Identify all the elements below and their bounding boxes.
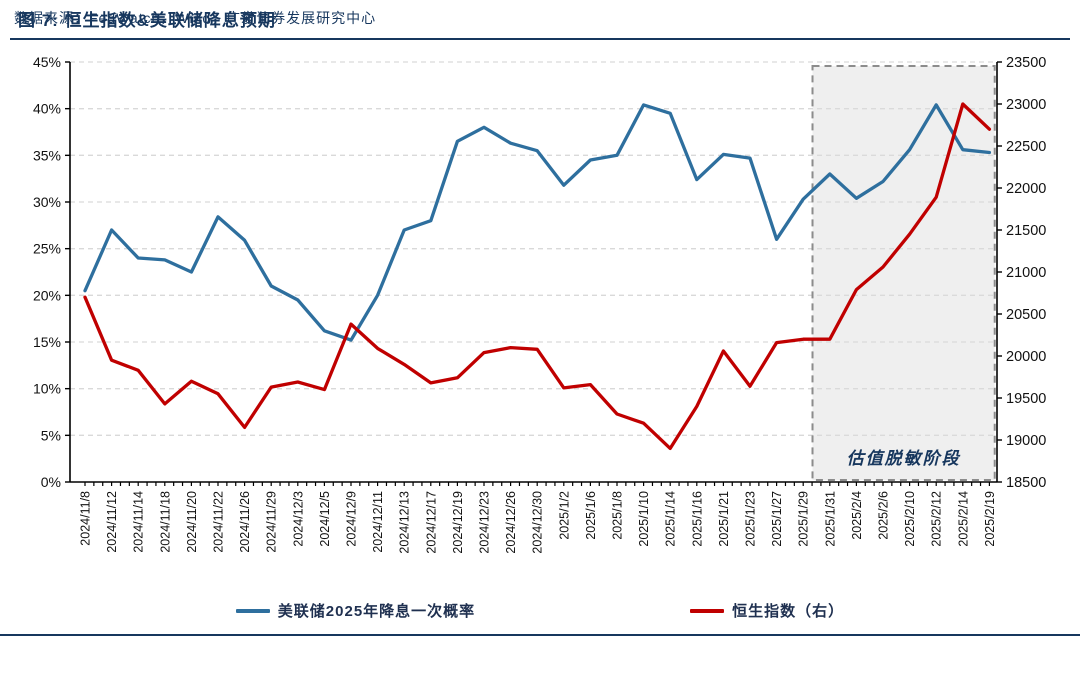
x-axis-label: 2025/2/19 xyxy=(983,491,997,547)
highlight-region-label: 估值脱敏阶段 xyxy=(847,449,961,468)
x-axis-label: 2024/12/11 xyxy=(371,491,385,553)
x-axis-label: 2024/11/22 xyxy=(212,491,226,553)
x-axis-label: 2025/1/8 xyxy=(611,491,625,540)
left-axis-tick-label: 10% xyxy=(33,381,61,397)
x-axis-label: 2025/1/2 xyxy=(557,491,571,540)
x-axis-label: 2024/12/17 xyxy=(424,491,438,554)
right-axis-tick-label: 20500 xyxy=(1006,307,1046,323)
fed-probability-line xyxy=(83,103,992,342)
x-axis-label: 2025/1/31 xyxy=(823,491,837,547)
x-axis-label: 2024/11/26 xyxy=(238,491,252,553)
data-source-note: 数据来源：FedWatch，Wind，广发证券发展研究中心 xyxy=(14,10,377,26)
left-axis-tick-label: 15% xyxy=(33,334,61,350)
left-axis-tick-label: 25% xyxy=(33,241,61,257)
x-axis-label: 2025/1/16 xyxy=(690,491,704,547)
x-axis-label: 2025/1/10 xyxy=(637,491,651,547)
left-axis-tick-label: 45% xyxy=(33,54,61,70)
legend-item-fed-probability: 美联储2025年降息一次概率 xyxy=(235,600,476,621)
x-axis-label: 2025/1/29 xyxy=(797,491,811,547)
x-axis-label: 2024/11/18 xyxy=(158,491,172,553)
highlight-region-box xyxy=(811,65,996,481)
x-axis-label: 2024/12/19 xyxy=(451,491,465,554)
right-axis-tick-label: 19500 xyxy=(1006,391,1046,407)
legend-label: 恒生指数（右） xyxy=(732,603,845,620)
x-axis-label: 2025/1/21 xyxy=(717,491,731,547)
x-axis-label: 2025/2/4 xyxy=(850,491,864,540)
right-axis-tick-label: 20000 xyxy=(1006,349,1046,365)
left-axis-tick-label: 5% xyxy=(41,427,61,443)
hang-seng-index-line xyxy=(83,102,992,451)
x-axis-label: 2024/12/30 xyxy=(531,491,545,554)
x-axis-label: 2024/12/26 xyxy=(504,491,518,554)
legend-line-swatch xyxy=(235,608,270,613)
x-axis-label: 2024/12/5 xyxy=(318,491,332,547)
x-axis-label: 2025/2/12 xyxy=(930,491,944,547)
right-axis-tick-label: 23500 xyxy=(1006,55,1046,71)
legend-line-swatch xyxy=(690,608,725,613)
x-axis-label: 2024/12/3 xyxy=(291,491,305,547)
footer-divider xyxy=(0,634,1080,636)
legend-item-hang-seng: 恒生指数（右） xyxy=(690,600,844,621)
x-axis-label: 2024/12/13 xyxy=(398,491,412,554)
left-axis-tick-label: 0% xyxy=(41,474,61,490)
x-axis-label: 2025/1/6 xyxy=(584,491,598,540)
figure-title: 图 7: 恒生指数&美联储降息预期 xyxy=(18,11,276,30)
right-axis-tick-label: 23000 xyxy=(1006,97,1046,113)
chart-legend: 美联储2025年降息一次概率 恒生指数（右） xyxy=(0,600,1080,621)
x-axis-label: 2024/11/14 xyxy=(132,491,146,553)
right-axis-tick-label: 22500 xyxy=(1006,139,1046,155)
left-axis-tick-label: 20% xyxy=(33,287,61,303)
x-axis-label: 2025/2/6 xyxy=(877,491,891,540)
x-axis-label: 2024/12/23 xyxy=(478,491,492,554)
right-axis-tick-label: 19000 xyxy=(1006,433,1046,449)
x-axis-label: 2024/11/29 xyxy=(265,491,279,553)
x-axis-label: 2024/12/9 xyxy=(345,491,359,547)
right-axis-tick-label: 21500 xyxy=(1006,223,1046,239)
x-axis-label: 2024/11/12 xyxy=(105,491,119,553)
x-axis-label: 2025/2/14 xyxy=(956,491,970,547)
figure-title-bar: 图 7: 恒生指数&美联储降息预期 xyxy=(10,6,1070,40)
left-axis-tick-label: 40% xyxy=(33,101,61,117)
right-axis-tick-label: 21000 xyxy=(1006,265,1046,281)
right-axis-tick-label: 22000 xyxy=(1006,181,1046,197)
x-axis-label: 2024/11/8 xyxy=(79,491,93,546)
x-axis-label: 2025/1/23 xyxy=(744,491,758,547)
line-chart: 估值脱敏阶段 45% 40% 35% 30% 25% 20% 15% 10% 5% 0% 23500 2… xyxy=(33,54,1046,554)
x-axis-label: 2024/11/20 xyxy=(185,491,199,553)
x-axis-label: 2025/1/14 xyxy=(664,491,678,547)
legend-label: 美联储2025年降息一次概率 xyxy=(277,603,476,620)
x-axis-label: 2025/1/27 xyxy=(770,491,784,547)
left-axis-tick-label: 35% xyxy=(33,147,61,163)
x-axis-label: 2025/2/10 xyxy=(903,491,917,547)
left-axis-tick-label: 30% xyxy=(33,194,61,210)
right-axis-tick-label: 18500 xyxy=(1006,475,1046,491)
